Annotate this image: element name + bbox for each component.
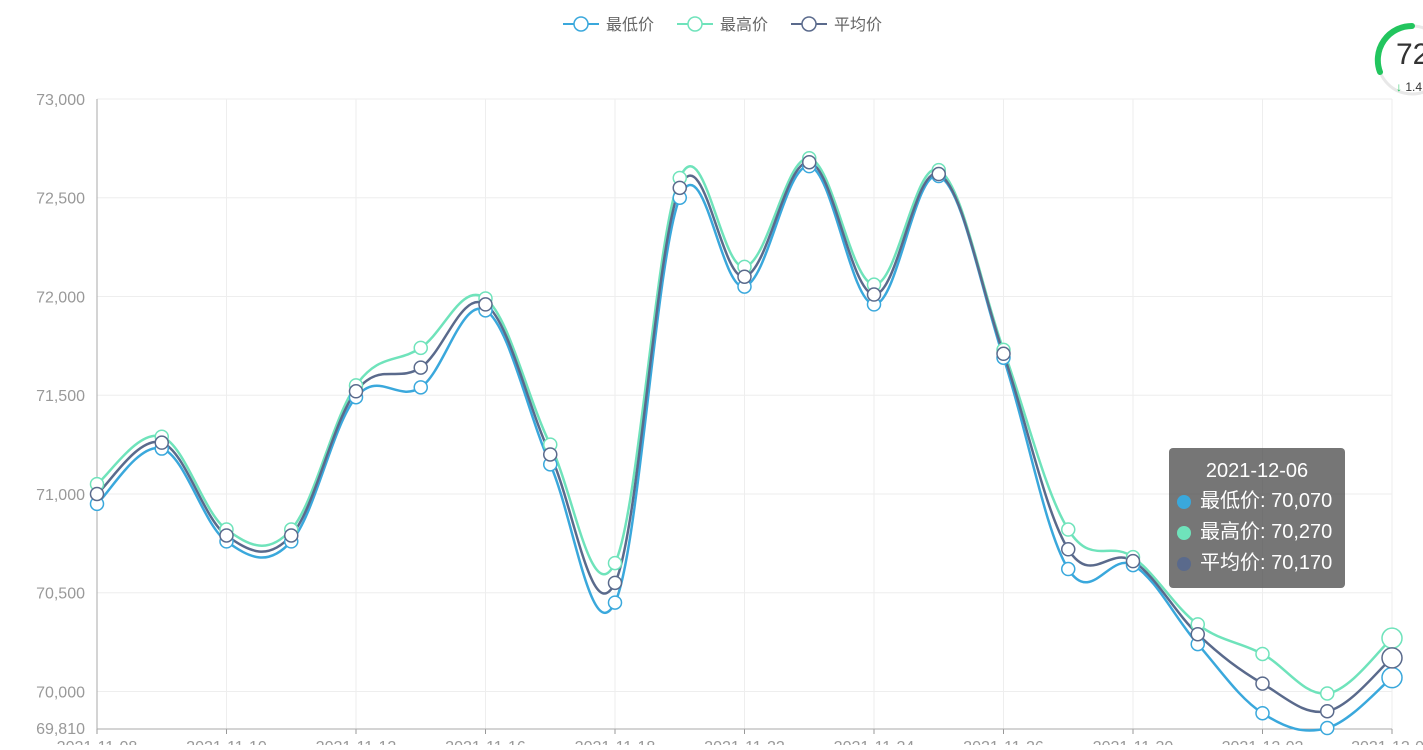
x-tick-label: 2021-11-16 bbox=[445, 739, 526, 745]
gauge-value: 72 bbox=[1396, 38, 1423, 71]
y-tick-label: 72,500 bbox=[36, 191, 85, 208]
legend-item-1[interactable]: 最高价 bbox=[677, 16, 768, 34]
data-point bbox=[607, 575, 623, 591]
data-point bbox=[1381, 627, 1403, 649]
data-point bbox=[1381, 666, 1403, 689]
data-point bbox=[1125, 553, 1141, 569]
axis-layer: 70,000 70,500 71,000 71,500 72,000 72,500 73,0… bbox=[36, 92, 1423, 750]
tooltip-row-high: 最高价: 70,270 bbox=[1177, 517, 1337, 548]
legend-label: 最高价 bbox=[720, 16, 768, 34]
data-point bbox=[284, 528, 299, 543]
legend-circle-icon bbox=[573, 16, 589, 32]
gauge-widget: 72 ↓ 1.4 bbox=[1372, 20, 1423, 100]
y-tick-label: 71,000 bbox=[36, 487, 85, 504]
data-point bbox=[1061, 561, 1076, 577]
data-point bbox=[543, 447, 558, 462]
x-tick-label: 2021-11-26 bbox=[963, 739, 1044, 745]
tooltip-row-avg: 平均价: 70,170 bbox=[1177, 548, 1337, 579]
data-point bbox=[1255, 676, 1270, 691]
data-point bbox=[802, 154, 817, 170]
data-point bbox=[413, 360, 428, 375]
x-tick-label: 2021-12-02 bbox=[1222, 739, 1304, 745]
legend-label: 最低价 bbox=[606, 16, 654, 34]
data-point bbox=[1320, 703, 1335, 719]
y-tick-label: 71,500 bbox=[36, 388, 85, 405]
legend-item-0[interactable]: 最低价 bbox=[563, 16, 654, 34]
tooltip-row-low: 最低价: 70,070 bbox=[1177, 486, 1337, 517]
grid-layer bbox=[96, 98, 1393, 729]
data-point bbox=[413, 340, 428, 356]
data-point bbox=[1381, 647, 1403, 669]
x-tick-label: 2021-12-06 bbox=[1351, 739, 1423, 745]
legend-item-2[interactable]: 平均价 bbox=[791, 16, 882, 34]
data-point bbox=[1255, 705, 1270, 721]
tooltip-row-label: 平均价: 70,170 bbox=[1200, 552, 1333, 574]
legend-circle-icon bbox=[687, 16, 703, 32]
data-point bbox=[154, 435, 169, 450]
data-point bbox=[607, 595, 623, 610]
data-point bbox=[1061, 542, 1076, 557]
data-point bbox=[348, 384, 364, 399]
data-point bbox=[1320, 686, 1335, 701]
data-point bbox=[996, 346, 1011, 362]
legend-label: 平均价 bbox=[834, 16, 882, 34]
chart-tooltip: 2021-12-06 最低价: 70,070 最高价: 70,270 平均价: … bbox=[1169, 448, 1345, 588]
legend-circle-icon bbox=[801, 16, 817, 32]
x-tick-label: 2021-11-30 bbox=[1093, 739, 1174, 745]
tooltip-date: 2021-12-06 bbox=[1205, 460, 1309, 482]
gauge-ring-icon bbox=[1374, 22, 1423, 96]
data-point bbox=[672, 180, 687, 196]
x-tick-label: 2021-11-22 bbox=[704, 739, 785, 745]
data-point bbox=[219, 528, 234, 543]
gauge-change-value: 1.4 bbox=[1405, 80, 1423, 94]
data-point bbox=[478, 297, 493, 312]
data-point bbox=[931, 166, 946, 182]
data-point bbox=[1061, 522, 1076, 537]
x-tick-label: 2021-11-10 bbox=[186, 739, 267, 745]
series-dot-icon bbox=[1177, 525, 1191, 540]
y-tick-label: 72,000 bbox=[36, 289, 85, 306]
series-dot-icon bbox=[1177, 494, 1191, 509]
y-tick-label: 73,000 bbox=[36, 92, 85, 109]
x-tick-label: 2021-11-24 bbox=[834, 739, 915, 745]
y-tick-label: 70,000 bbox=[36, 684, 85, 701]
x-tick-label: 2021-11-08 bbox=[57, 739, 138, 745]
data-point bbox=[737, 269, 752, 284]
data-point bbox=[1320, 720, 1335, 736]
data-point bbox=[866, 287, 882, 302]
data-point bbox=[89, 486, 105, 502]
down-arrow-icon: ↓ bbox=[1396, 80, 1402, 94]
tooltip-row-label: 最高价: 70,270 bbox=[1200, 521, 1333, 543]
data-point bbox=[1255, 646, 1270, 662]
legend[interactable]: 最低价 最高价 平均价 bbox=[563, 16, 882, 34]
y-min-label: 69,810 bbox=[36, 721, 85, 738]
tooltip-row-label: 最低价: 70,070 bbox=[1200, 490, 1333, 512]
data-point bbox=[1190, 626, 1205, 642]
y-tick-label: 70,500 bbox=[36, 586, 85, 603]
data-point bbox=[607, 555, 623, 571]
gauge-change: ↓ 1.4 bbox=[1396, 80, 1422, 94]
series-dot-icon bbox=[1177, 556, 1191, 571]
series-layer bbox=[89, 150, 1403, 736]
data-point bbox=[413, 380, 428, 395]
x-tick-label: 2021-11-12 bbox=[316, 739, 397, 745]
x-tick-label: 2021-11-18 bbox=[575, 739, 656, 745]
